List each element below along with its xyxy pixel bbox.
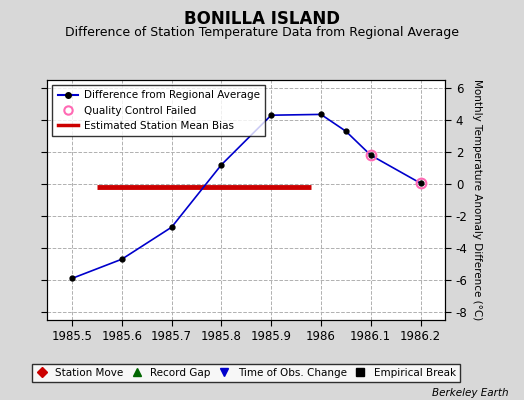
- Text: Difference of Station Temperature Data from Regional Average: Difference of Station Temperature Data f…: [65, 26, 459, 39]
- Legend: Station Move, Record Gap, Time of Obs. Change, Empirical Break: Station Move, Record Gap, Time of Obs. C…: [32, 364, 460, 382]
- Text: Berkeley Earth: Berkeley Earth: [432, 388, 508, 398]
- Y-axis label: Monthly Temperature Anomaly Difference (°C): Monthly Temperature Anomaly Difference (…: [472, 79, 482, 321]
- Text: BONILLA ISLAND: BONILLA ISLAND: [184, 10, 340, 28]
